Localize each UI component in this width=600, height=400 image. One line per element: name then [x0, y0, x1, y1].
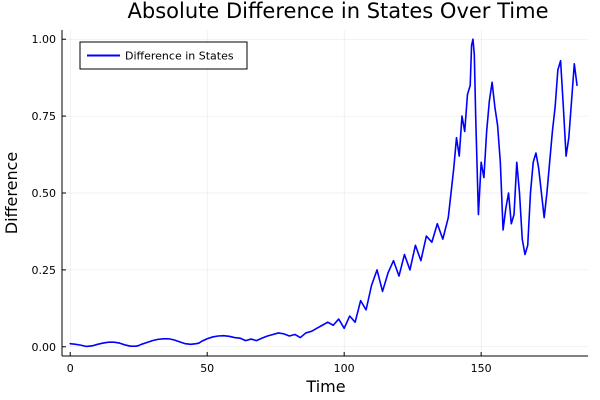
axis-ticks: 0 50 100 150 0.00 0.25 0.50 0.75 1.00: [32, 33, 492, 375]
x-tick-label: 0: [67, 362, 74, 375]
y-tick-label: 0.75: [32, 110, 57, 123]
chart-title: Absolute Difference in States Over Time: [128, 0, 549, 23]
legend-label: Difference in States: [125, 50, 234, 63]
series-line-difference-in-states: [69, 38, 578, 348]
legend: Difference in States: [79, 41, 248, 70]
x-tick-label: 100: [334, 362, 355, 375]
y-tick-label: 0.00: [32, 341, 57, 354]
grid-lines: [62, 30, 588, 356]
x-axis-label: Time: [305, 377, 345, 396]
x-tick-label: 150: [471, 362, 492, 375]
y-tick-label: 1.00: [32, 33, 57, 46]
y-tick-label: 0.25: [32, 264, 57, 277]
series-layer: [69, 38, 578, 348]
y-tick-label: 0.50: [32, 187, 57, 200]
y-axis-label: Difference: [2, 152, 21, 234]
x-tick-label: 50: [200, 362, 214, 375]
